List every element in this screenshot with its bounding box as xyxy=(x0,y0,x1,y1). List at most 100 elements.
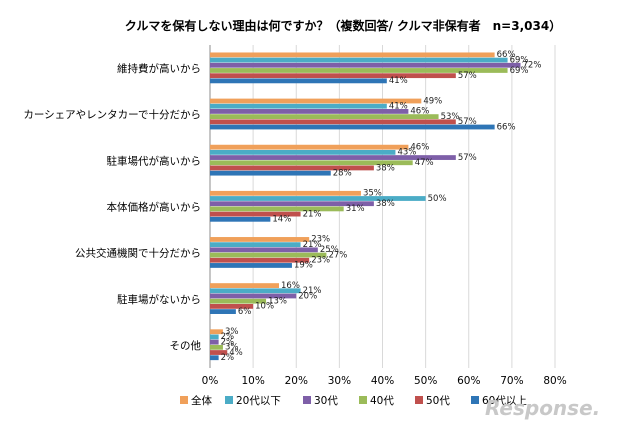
bar-value-label: 28% xyxy=(333,168,352,178)
bar-value-label: 69% xyxy=(510,66,529,76)
bar-value-label: 49% xyxy=(423,96,442,106)
legend-item-label: 20代以下 xyxy=(236,395,281,407)
bar xyxy=(210,344,223,350)
bar-value-label: 41% xyxy=(389,102,408,112)
chart-title: クルマを保有しない理由は何ですか？（複数回答/ クルマ非保有者 n=3,034） xyxy=(125,18,561,33)
bar-value-label: 72% xyxy=(523,61,542,71)
bar-value-label: 25% xyxy=(320,245,339,255)
bar xyxy=(210,155,456,160)
category-label: 駐車場がないから xyxy=(117,293,201,306)
bar-value-label: 21% xyxy=(303,209,322,219)
legend-swatch xyxy=(225,396,233,404)
bar xyxy=(210,242,301,248)
bar-value-label: 69% xyxy=(510,55,529,65)
bar xyxy=(210,52,495,58)
bar xyxy=(210,339,219,345)
bar-value-label: 66% xyxy=(497,50,516,60)
bar-value-label: 21% xyxy=(303,286,322,296)
bar xyxy=(210,257,310,263)
x-tick-label: 70% xyxy=(500,375,523,387)
bar xyxy=(210,288,301,294)
x-tick-label: 80% xyxy=(543,375,566,387)
bar-value-label: 23% xyxy=(311,256,330,266)
bar-value-label: 43% xyxy=(397,148,416,158)
legend-item-label: 全体 xyxy=(191,394,212,407)
category-label: 本体価格が高いから xyxy=(107,201,202,214)
legend-item-label: 40代 xyxy=(370,395,394,407)
category-label: 維持費が高いから xyxy=(117,62,201,75)
category-label: 駐車場代が高いから xyxy=(107,154,202,167)
bar-value-label: 3% xyxy=(225,327,239,337)
bar xyxy=(210,62,521,68)
legend-item-label: 60代以上 xyxy=(482,395,527,407)
bar-value-label: 13% xyxy=(268,296,287,306)
bar-value-label: 2% xyxy=(221,353,235,363)
bar xyxy=(210,283,279,288)
bar-value-label: 21% xyxy=(303,240,322,250)
x-tick-label: 50% xyxy=(414,375,437,387)
bar-value-label: 35% xyxy=(363,189,382,199)
bar xyxy=(210,165,374,171)
bar xyxy=(210,103,387,109)
category-label: カーシェアやレンタカーで十分だから xyxy=(23,108,201,121)
bar xyxy=(210,263,292,268)
bar-value-label: 23% xyxy=(311,235,330,245)
x-tick-label: 10% xyxy=(241,375,264,387)
x-axis-ticks: 0% 10% 20% 30% 40% 50% 60% 70% 80% xyxy=(202,375,567,387)
bar xyxy=(210,68,508,73)
x-tick-label: 30% xyxy=(328,375,351,387)
bars xyxy=(210,52,521,361)
value-labels: 66%69%72%69%57%41%49%41%46%53%57%66%46%4… xyxy=(221,50,542,363)
category-label: 公共交通機関で十分だから xyxy=(75,247,201,260)
bar xyxy=(210,73,456,79)
bar xyxy=(210,190,361,196)
bar-value-label: 53% xyxy=(441,112,460,122)
bar xyxy=(210,298,267,304)
bar-value-label: 19% xyxy=(294,261,313,271)
legend-item-label: 30代 xyxy=(314,395,338,407)
category-label: その他 xyxy=(170,339,202,352)
bar-value-label: 38% xyxy=(376,199,395,209)
bar xyxy=(210,329,223,335)
bar xyxy=(210,57,508,63)
x-tick-label: 0% xyxy=(202,375,219,387)
bar-value-label: 14% xyxy=(272,215,291,225)
bar-value-label: 38% xyxy=(376,163,395,173)
legend-swatch xyxy=(415,396,423,404)
bar xyxy=(210,237,310,242)
bar-value-label: 2% xyxy=(221,332,235,342)
bar-value-label: 46% xyxy=(410,107,429,117)
legend-swatch xyxy=(471,396,479,404)
bar-value-label: 57% xyxy=(458,117,477,127)
bar-value-label: 41% xyxy=(389,76,408,86)
bar xyxy=(210,303,254,309)
legend-swatch xyxy=(180,396,188,404)
bar xyxy=(210,201,374,207)
bar xyxy=(210,149,396,155)
bar-value-label: 31% xyxy=(346,204,365,214)
bar-value-label: 27% xyxy=(328,250,347,260)
legend: 全体 20代以下 30代 40代 50代 60代以上 xyxy=(180,394,527,407)
bar-value-label: 57% xyxy=(458,153,477,163)
legend-item-label: 50代 xyxy=(426,395,450,407)
bar xyxy=(210,252,327,258)
x-tick-label: 60% xyxy=(457,375,480,387)
bar xyxy=(210,98,422,104)
bar xyxy=(210,350,228,355)
bar xyxy=(210,196,426,201)
bar-value-label: 10% xyxy=(255,302,274,312)
bar xyxy=(210,355,219,361)
bar xyxy=(210,334,219,340)
bar-value-label: 2% xyxy=(221,337,235,347)
legend-swatch xyxy=(359,396,367,404)
bar-value-label: 3% xyxy=(225,343,239,353)
bar-value-label: 47% xyxy=(415,158,434,168)
bar-value-label: 46% xyxy=(410,142,429,152)
bar-value-label: 57% xyxy=(458,71,477,81)
x-tick-label: 20% xyxy=(285,375,308,387)
bar xyxy=(210,211,301,217)
bar-value-label: 16% xyxy=(281,281,300,291)
bar-value-label: 66% xyxy=(497,122,516,132)
bar xyxy=(210,109,409,114)
